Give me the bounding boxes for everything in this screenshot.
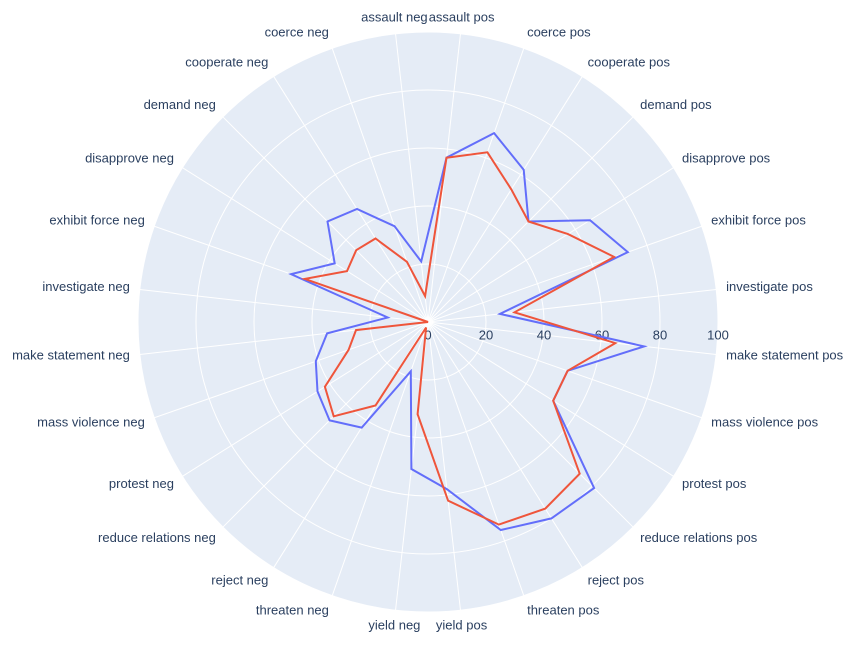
category-label: protest pos	[682, 476, 747, 491]
radial-grid-line	[427, 48, 525, 323]
category-label: cooperate pos	[588, 54, 671, 69]
grid-circle	[195, 89, 661, 555]
radial-grid-line	[427, 321, 461, 611]
radial-grid-line	[427, 167, 674, 323]
radial-grid-line	[182, 321, 429, 477]
category-label: investigate neg	[42, 279, 129, 294]
r-tick-label: 100	[707, 327, 729, 342]
grid-circle	[253, 147, 603, 497]
radial-grid-line	[154, 321, 429, 419]
category-label: demand pos	[640, 97, 712, 112]
radial-grid-line	[427, 321, 702, 419]
category-label: exhibit force neg	[49, 212, 144, 227]
category-label: mass violence pos	[711, 415, 818, 430]
category-label: reduce relations pos	[640, 530, 758, 545]
category-label: disapprove neg	[85, 151, 174, 166]
category-label: reduce relations neg	[98, 530, 216, 545]
r-tick-label: 20	[479, 327, 493, 342]
radial-grid-line	[427, 225, 702, 323]
category-label: make statement pos	[726, 348, 844, 363]
radial-grid-line	[427, 321, 717, 355]
category-label: coerce neg	[265, 25, 329, 40]
category-label: investigate pos	[726, 279, 813, 294]
r-tick-label: 0	[424, 327, 431, 342]
category-label: assault neg	[361, 9, 428, 24]
category-label: reject neg	[211, 573, 268, 588]
series-line	[288, 131, 648, 532]
series-line	[300, 151, 618, 526]
r-tick-label: 80	[653, 327, 667, 342]
category-label: exhibit force pos	[711, 212, 806, 227]
category-label: reject pos	[588, 573, 645, 588]
r-tick-label: 40	[537, 327, 551, 342]
radial-grid-line	[331, 48, 429, 323]
category-label: make statement neg	[12, 348, 130, 363]
category-label: yield pos	[436, 618, 488, 633]
category-label: demand neg	[144, 97, 216, 112]
category-label: threaten pos	[527, 602, 600, 617]
radial-grid-line	[427, 116, 634, 323]
category-label: mass violence neg	[37, 415, 145, 430]
category-label: protest neg	[109, 476, 174, 491]
grid-circle	[137, 31, 719, 613]
category-label: assault pos	[429, 9, 495, 24]
category-label: coerce pos	[527, 25, 591, 40]
category-label: yield neg	[368, 618, 420, 633]
radial-grid-line	[139, 289, 429, 323]
radial-grid-line	[395, 33, 429, 323]
radial-grid-line	[427, 321, 674, 477]
radial-grid-line	[273, 76, 429, 323]
radial-grid-line	[331, 321, 429, 596]
radial-grid-line	[182, 167, 429, 323]
radial-grid-line	[222, 116, 429, 323]
radial-grid-line	[427, 76, 583, 323]
radial-grid-line	[427, 321, 525, 596]
radial-grid-line	[427, 321, 583, 568]
category-label: disapprove pos	[682, 151, 771, 166]
category-label: cooperate neg	[185, 54, 268, 69]
radial-grid-line	[427, 289, 717, 323]
radial-grid-line	[427, 321, 634, 528]
radial-grid-line	[222, 321, 429, 528]
category-label: threaten neg	[256, 602, 329, 617]
